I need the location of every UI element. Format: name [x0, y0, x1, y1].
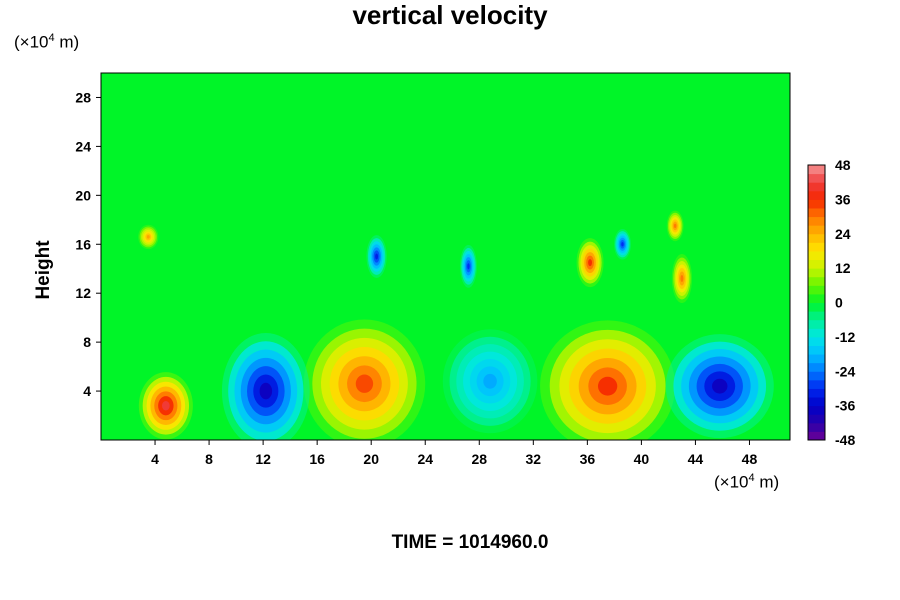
x-tick-label: 40	[634, 451, 650, 467]
time-label: TIME = 1014960.0	[391, 532, 549, 553]
updraft-6	[138, 224, 159, 250]
colorbar-band	[808, 225, 825, 235]
downdraft-1	[442, 329, 538, 434]
colorbar-band	[808, 388, 825, 398]
x-tick-label: 36	[580, 451, 596, 467]
colorbar-band	[808, 165, 825, 175]
downdraft-3	[366, 235, 387, 278]
colorbar-band	[808, 276, 825, 286]
colorbar-band	[808, 293, 825, 303]
colorbar-band	[808, 362, 825, 372]
colorbar-band	[808, 354, 825, 364]
downdraft-2	[665, 334, 774, 439]
x-tick-label: 8	[205, 451, 213, 467]
colorbar-band	[808, 216, 825, 226]
colorbar-band	[808, 302, 825, 312]
colorbar-band	[808, 414, 825, 424]
colorbar-tick-label: 12	[835, 260, 851, 276]
colorbar-band	[808, 190, 825, 200]
colorbar-tick-label: -36	[835, 398, 855, 414]
x-tick-label: 24	[417, 451, 433, 467]
colorbar-tick-label: 24	[835, 226, 851, 242]
updraft-2	[540, 320, 676, 440]
downdraft-0	[221, 332, 310, 440]
colorbar-tick-label: 48	[835, 157, 851, 173]
colorbar-frame	[807, 164, 826, 441]
downdraft-4	[460, 244, 477, 288]
y-tick-label: 28	[75, 89, 91, 105]
updraft-3	[576, 238, 604, 288]
colorbar-band	[808, 336, 825, 346]
colorbar-band	[808, 242, 825, 252]
chart-title: vertical velocity	[352, 0, 548, 30]
colorbar-band	[808, 328, 825, 338]
colorbar-band	[808, 431, 825, 441]
y-tick-label: 20	[75, 187, 91, 203]
colorbar-band	[808, 345, 825, 355]
colorbar-tick-label: -48	[835, 432, 855, 448]
y-tick-label: 24	[75, 138, 91, 154]
colorbar-band	[808, 311, 825, 321]
x-tick-label: 28	[471, 451, 487, 467]
colorbar-band	[808, 268, 825, 278]
colorbar-band	[808, 250, 825, 261]
colorbar-band	[808, 319, 825, 329]
x-tick-label: 4	[151, 451, 159, 467]
plot-frame	[100, 72, 791, 441]
downdraft-5	[614, 228, 631, 260]
y-axis: 4 8 12 16 20 24 28	[75, 89, 101, 399]
x-tick-label: 20	[363, 451, 379, 467]
colorbar-band	[808, 422, 825, 432]
x-tick-label: 12	[255, 451, 271, 467]
colorbar-band	[808, 397, 825, 407]
x-tick-label: 48	[742, 451, 758, 467]
y-tick-label: 16	[75, 236, 91, 252]
x-axis: 4 8 12 16 20 24 28 32 36 40 44 48	[151, 440, 757, 467]
x-tick-label: 16	[309, 451, 325, 467]
colorbar-tick-label: 36	[835, 191, 851, 207]
colorbar: 48 36 24 12 0 -12 -24 -36 -48	[807, 157, 855, 448]
colorbar-band	[808, 182, 825, 192]
colorbar-band	[808, 259, 825, 269]
colorbar-band	[808, 405, 825, 415]
colorbar-band	[808, 233, 825, 243]
colorbar-band	[808, 285, 825, 295]
y-tick-label: 8	[83, 334, 91, 350]
y-unit-label: (×104 m)	[14, 32, 80, 52]
y-tick-label: 12	[75, 285, 91, 301]
colorbar-band	[808, 173, 825, 183]
updraft-4	[671, 254, 693, 303]
colorbar-tick-label: -24	[835, 363, 855, 379]
colorbar-band	[808, 199, 825, 209]
updraft-1	[303, 319, 426, 440]
updraft-0	[138, 372, 193, 440]
colorbar-tick-label: 0	[835, 295, 843, 311]
x-unit-label: (×104 m)	[714, 472, 780, 492]
colorbar-band	[808, 371, 825, 381]
x-tick-label: 44	[688, 451, 704, 467]
plot-area	[101, 73, 790, 440]
colorbar-tick-label: -12	[835, 329, 855, 345]
updraft-5	[666, 210, 684, 242]
colorbar-band	[808, 207, 825, 218]
x-tick-label: 32	[526, 451, 542, 467]
y-tick-label: 4	[83, 383, 91, 399]
colorbar-band	[808, 379, 825, 389]
